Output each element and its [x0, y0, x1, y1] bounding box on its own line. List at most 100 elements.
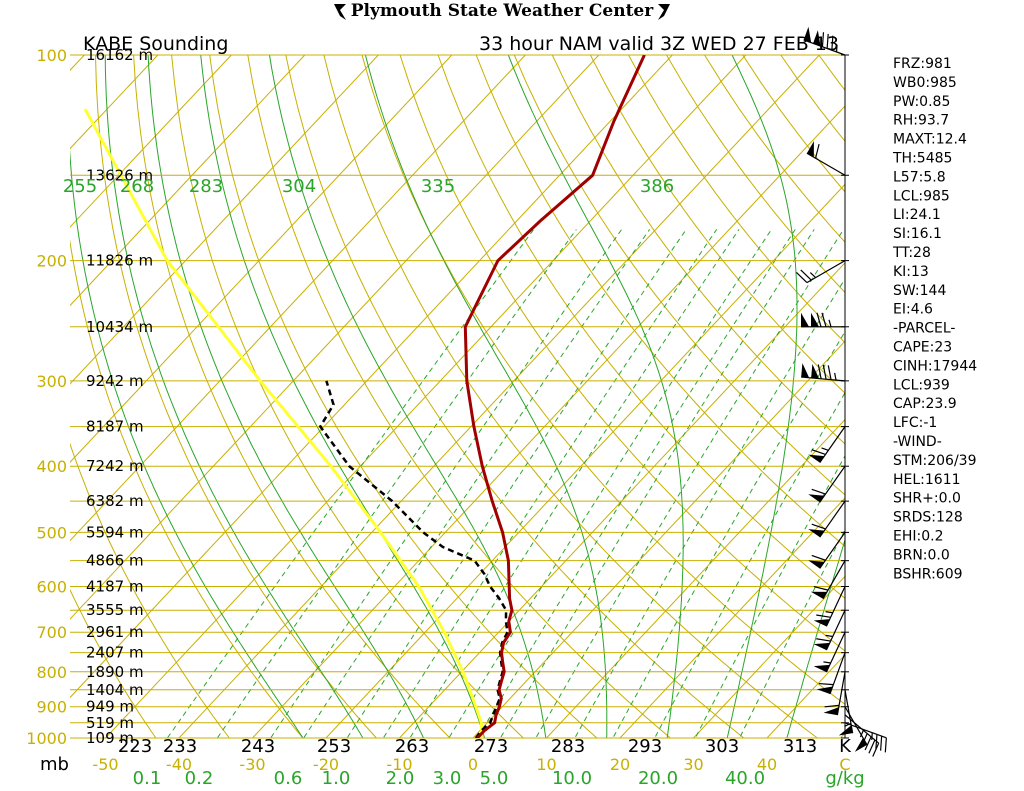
mixing-ratio-label: 0.6 — [274, 768, 303, 789]
mixing-ratio-line — [166, 229, 535, 738]
barb-flag — [813, 619, 830, 627]
index-item: CAP:23.9 — [893, 396, 957, 412]
index-item: STM:206/39 — [893, 453, 977, 469]
dry-adiabat-line — [437, 55, 845, 599]
dry-adiabat-line — [247, 55, 672, 738]
barb-flag — [813, 642, 830, 651]
height-label: 1890 m — [86, 663, 144, 681]
moist-adiabat-line — [507, 55, 684, 738]
celsius-tick-label: C — [839, 755, 850, 774]
barb-half — [825, 611, 833, 614]
pressure-label: 100 — [36, 46, 67, 65]
isotherm-line — [70, 55, 232, 228]
mixing-ratio-label: 10.0 — [552, 768, 592, 789]
index-item: EI:4.6 — [893, 302, 933, 318]
height-label: 109 m — [86, 729, 134, 747]
moist-adiabat-line — [70, 148, 304, 738]
wind-barb — [801, 363, 846, 382]
barb-full — [818, 682, 834, 686]
mixing-ratio-unit-label: g/kg — [825, 768, 864, 789]
index-item: SW:144 — [893, 283, 946, 299]
celsius-tick-label: 30 — [683, 755, 703, 774]
barb-full — [800, 269, 812, 281]
wind-barb — [813, 631, 846, 673]
isotherm-line — [546, 418, 845, 738]
mixing-ratio-label: 0.2 — [185, 768, 214, 789]
index-item: -PARCEL- — [893, 321, 955, 337]
celsius-tick-label: -50 — [92, 755, 118, 774]
moist-adiabat-line — [726, 55, 798, 738]
barb-full — [824, 704, 840, 708]
isotherm-line — [619, 497, 845, 738]
mixing-ratio-line — [216, 229, 577, 738]
celsius-tick-label: -30 — [239, 755, 265, 774]
barb-full — [811, 449, 826, 456]
index-item: PW:0.85 — [893, 94, 950, 110]
isotherm-line — [693, 575, 845, 738]
barb-flag — [808, 454, 825, 463]
theta-e-label: 255 — [63, 176, 97, 197]
theta-e-label: 335 — [421, 176, 455, 197]
celsius-tick-label: 20 — [610, 755, 630, 774]
theta-e-label: 268 — [120, 176, 154, 197]
pressure-unit-label: mb — [40, 754, 69, 775]
mixing-moist-grid — [70, 55, 845, 738]
mixing-ratio-line — [612, 330, 845, 738]
celsius-tick-label: 40 — [757, 755, 777, 774]
isotherm-line — [70, 55, 306, 307]
barb-half — [871, 732, 873, 741]
dry-adiabat-line — [209, 55, 598, 738]
moist-adiabat-line — [147, 55, 425, 738]
pressure-label: 1000 — [26, 729, 67, 748]
barb-half — [828, 319, 832, 327]
mixing-ratio-line — [499, 229, 815, 738]
index-item: RH:93.7 — [893, 113, 949, 129]
moist-adiabat-line — [786, 538, 845, 738]
height-label: 4187 m — [86, 577, 144, 595]
barb-full — [872, 742, 880, 757]
mixing-ratio-label: 2.0 — [386, 768, 415, 789]
dry-adiabat-line — [551, 55, 845, 445]
isobars — [70, 54, 849, 739]
index-item: -WIND- — [893, 434, 942, 450]
dry-adiabat-line — [133, 55, 451, 738]
barb-flag — [806, 141, 814, 158]
index-item: SI:16.1 — [893, 226, 942, 242]
index-item: L57:5.8 — [893, 169, 946, 185]
height-label: 2407 m — [86, 644, 144, 662]
barb-shaft — [806, 260, 846, 284]
height-label: 2961 m — [86, 623, 144, 641]
mixing-ratio-line — [303, 229, 651, 738]
barb-shaft — [819, 465, 846, 503]
barb-full — [813, 585, 829, 591]
barb-flag — [813, 30, 821, 47]
barb-flag — [801, 312, 809, 327]
barb-flag — [810, 591, 827, 599]
barb-flag — [811, 312, 819, 327]
dry-adiabat-line — [1009, 55, 1024, 753]
index-item: LI:24.1 — [893, 207, 941, 223]
index-item: LCL:985 — [893, 188, 950, 204]
mixing-ratio-label: 5.0 — [480, 768, 509, 789]
index-item: SRDS:128 — [893, 510, 963, 526]
mixing-ratio-label: 0.1 — [133, 768, 162, 789]
pressure-label: 900 — [36, 698, 67, 717]
celsius-tick-label: -10 — [386, 755, 412, 774]
kelvin-tick-label: 233 — [163, 736, 197, 757]
barb-full — [880, 736, 883, 751]
barb-full — [816, 638, 831, 642]
index-item: EHI:0.2 — [893, 529, 943, 545]
moist-adiabat-line — [269, 55, 547, 738]
kelvin-tick-label: 243 — [241, 736, 275, 757]
height-label: 5594 m — [86, 523, 144, 541]
wind-barb — [803, 26, 846, 56]
barb-shaft — [836, 671, 846, 716]
height-label: 7242 m — [86, 457, 144, 475]
kelvin-tick-label: 293 — [628, 736, 662, 757]
isotherm-line — [70, 55, 600, 620]
barb-full — [827, 365, 832, 380]
pressure-label: 400 — [36, 457, 67, 476]
barb-flag — [823, 707, 839, 716]
